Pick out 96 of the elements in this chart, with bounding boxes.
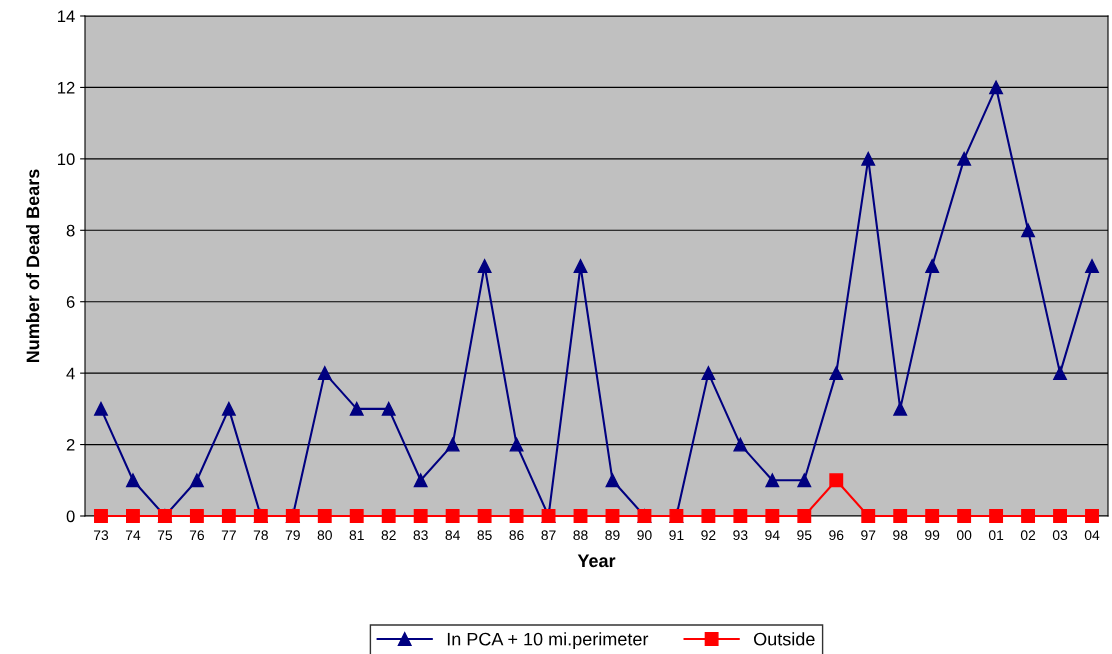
point (733, 437, 748, 452)
x-tick-label: 82 (381, 530, 396, 541)
x-tick-label: 93 (733, 530, 748, 541)
x-tick-label: 90 (637, 530, 652, 541)
y-tick-label: 2 (66, 438, 75, 451)
x-tick-label: 86 (509, 530, 524, 541)
x-tick-label: 84 (445, 530, 460, 541)
point (797, 509, 812, 523)
y-axis-title: Number of Dead Bears (26, 169, 40, 363)
x-tick-label: 85 (477, 530, 492, 541)
x-tick-label: 92 (701, 530, 716, 541)
point (477, 509, 492, 523)
y-tick-label: 14 (58, 10, 75, 23)
x-tick-label: 77 (221, 530, 236, 540)
x-tick-label: 97 (861, 530, 876, 541)
x-tick-label: 01 (988, 530, 1004, 541)
point (733, 509, 748, 523)
point (381, 509, 396, 523)
point (989, 80, 1004, 95)
point (957, 151, 972, 166)
x-tick-label: 96 (829, 530, 844, 541)
x-tick-label: 02 (1020, 530, 1036, 541)
point (1053, 366, 1067, 381)
point (573, 259, 588, 273)
point (765, 473, 780, 488)
point (477, 259, 492, 273)
point (221, 401, 236, 416)
point (861, 151, 876, 166)
point (925, 259, 940, 273)
x-tick-label: 98 (893, 530, 908, 541)
point (317, 366, 332, 381)
point (605, 473, 620, 488)
point (829, 473, 844, 488)
point (1053, 509, 1067, 523)
x-tick-label: 95 (797, 530, 812, 541)
point (957, 509, 972, 523)
point (893, 401, 908, 416)
y-tick-label: 12 (58, 81, 75, 94)
x-tick-label: 94 (765, 530, 780, 541)
point (381, 401, 396, 416)
x-tick-label: 81 (349, 530, 364, 541)
point (189, 473, 204, 488)
point (349, 509, 364, 523)
y-tick-label: 0 (66, 510, 75, 523)
point (573, 509, 588, 523)
point (445, 437, 460, 452)
point (1085, 509, 1099, 523)
point (445, 509, 460, 523)
x-tick-label: 00 (956, 530, 972, 541)
point (94, 509, 108, 523)
point (94, 401, 108, 416)
point (701, 366, 716, 381)
point (126, 509, 140, 523)
x-tick-label: 91 (669, 530, 684, 541)
point (509, 437, 524, 452)
y-tick-label: 4 (66, 367, 75, 380)
point (189, 509, 204, 523)
point (126, 473, 140, 488)
point (701, 509, 716, 523)
point (989, 509, 1004, 523)
point (829, 366, 844, 381)
point (797, 473, 812, 488)
point (509, 509, 524, 523)
x-tick-label: 04 (1084, 530, 1100, 541)
legend-label: In PCA + 10 mi.perimeter (447, 632, 649, 650)
x-tick-label: 03 (1052, 530, 1068, 541)
x-tick-label: 79 (285, 530, 300, 541)
point (1085, 259, 1099, 273)
y-tick-label: 8 (66, 224, 75, 237)
point (349, 401, 364, 416)
y-tick-label: 6 (66, 296, 75, 308)
point (925, 509, 940, 523)
legend-label: Outside (754, 632, 815, 646)
y-tick-label: 10 (58, 153, 75, 166)
x-tick-label: 80 (317, 530, 332, 541)
x-tick-label: 83 (413, 530, 428, 541)
x-tick-label: 87 (541, 530, 556, 541)
point (1021, 509, 1036, 523)
x-axis-title: Year (577, 554, 616, 568)
point (221, 509, 236, 523)
x-tick-label: 78 (253, 530, 268, 541)
x-tick-label: 88 (573, 530, 588, 541)
point (317, 509, 332, 523)
point (413, 509, 428, 523)
point (605, 509, 620, 523)
point (413, 473, 428, 488)
point (861, 509, 876, 523)
x-tick-label: 74 (125, 530, 141, 540)
x-tick-label: 89 (605, 530, 620, 541)
x-tick-label: 76 (189, 530, 205, 541)
point (1021, 223, 1036, 238)
x-tick-label: 73 (93, 530, 109, 541)
point (765, 509, 780, 523)
x-tick-label: 75 (157, 530, 173, 541)
x-tick-label: 99 (925, 530, 940, 541)
point (893, 509, 908, 523)
